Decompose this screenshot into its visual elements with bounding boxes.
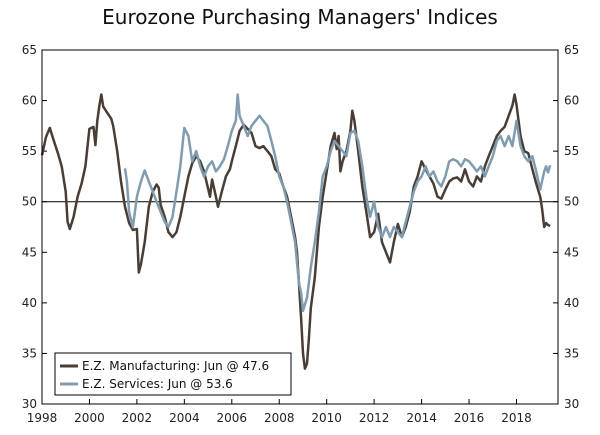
y-tick-label-right: 40 [564, 296, 579, 310]
chart-title: Eurozone Purchasing Managers' Indices [102, 5, 498, 29]
y-tick-label-left: 55 [22, 144, 37, 158]
x-tick-label: 2010 [311, 411, 342, 425]
y-tick-label-left: 40 [22, 296, 37, 310]
x-tick-label: 2002 [122, 411, 153, 425]
y-tick-label-left: 45 [22, 245, 37, 259]
x-tick-label: 2004 [169, 411, 200, 425]
plot-frame [41, 49, 559, 405]
legend-label-manufacturing: E.Z. Manufacturing: Jun @ 47.6 [82, 359, 269, 373]
legend: E.Z. Manufacturing: Jun @ 47.6 E.Z. Serv… [54, 352, 292, 396]
y-tick-label-left: 50 [22, 195, 37, 209]
x-tick-label: 1998 [27, 411, 58, 425]
y-tick-label-left: 35 [22, 346, 37, 360]
y-tick-label-right: 50 [564, 195, 579, 209]
y-tick-label-left: 60 [22, 94, 37, 108]
tick-layer: 30 30 35 35 40 40 45 45 50 50 55 55 60 60 65 65 1998 2000… [22, 43, 580, 425]
y-tick-label-right: 65 [564, 43, 579, 57]
y-tick-label-left: 65 [22, 43, 37, 57]
y-tick-label-right: 45 [564, 245, 579, 259]
legend-box [54, 352, 292, 396]
x-tick-label: 2012 [359, 411, 390, 425]
y-tick-label-right: 60 [564, 94, 579, 108]
legend-label-services: E.Z. Services: Jun @ 53.6 [82, 377, 233, 391]
series-line-services [123, 93, 552, 313]
x-tick-label: 2018 [501, 411, 532, 425]
x-tick-label: 2008 [264, 411, 295, 425]
series-line-manufacturing [40, 93, 551, 370]
y-tick-label-right: 55 [564, 144, 579, 158]
x-tick-label: 2016 [454, 411, 485, 425]
x-tick-label: 2014 [406, 411, 437, 425]
series-layer [40, 93, 552, 370]
x-tick-label: 2006 [217, 411, 248, 425]
y-tick-label-right: 30 [564, 397, 579, 411]
x-tick-label: 2000 [74, 411, 105, 425]
y-tick-label-left: 30 [22, 397, 37, 411]
y-tick-label-right: 35 [564, 346, 579, 360]
